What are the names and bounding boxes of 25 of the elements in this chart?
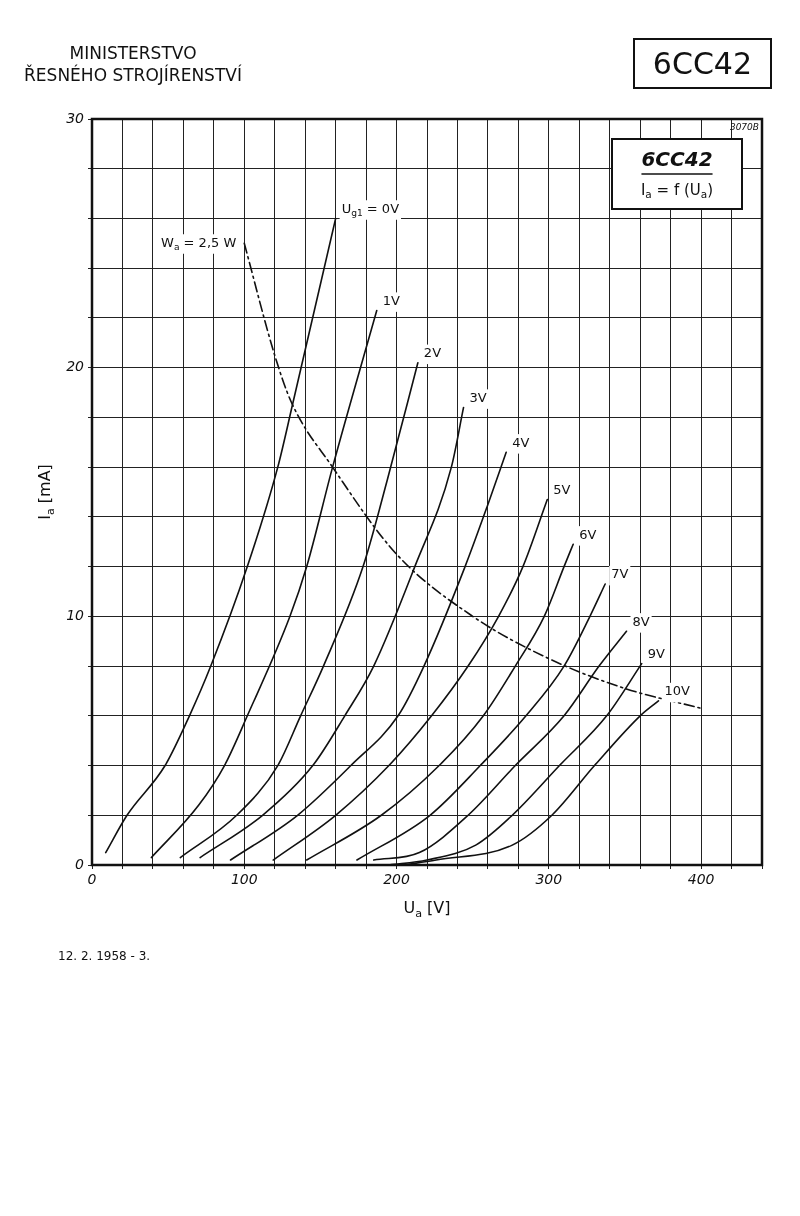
series-label: 8V [632,613,650,629]
series-label: 3V [469,389,487,405]
y-tick-label: 0 [75,855,85,872]
series-label: 10V [664,683,690,699]
text: ŘESNÉHO STROJÍRENSTVÍ [23,63,243,86]
y-tick-label: 30 [66,109,85,126]
chart-title: 6CC42 [652,46,752,81]
x-tick-label: 100 [230,870,258,887]
series-label: 5V [553,481,571,497]
text: 6CC42 [641,147,713,172]
series-label: 9V [647,645,665,661]
series-label: 4V [512,434,530,450]
series-label: 6V [579,526,597,542]
series-label: 1V [382,292,401,308]
y-tick-label: 10 [66,606,85,623]
series-label: 7V [611,566,629,582]
text: 12. 2. 1958 - 3. [57,949,152,963]
y-axis-title: Ia [mA] [35,464,57,520]
y-tick-label: 20 [66,358,85,375]
text: MINISTERSTVO [68,41,198,64]
x-tick-label: 0 [87,870,97,887]
x-tick-label: 400 [687,870,715,887]
series-label: 2V [423,345,442,361]
x-tick-label: 200 [383,870,410,887]
x-tick-label: 300 [535,870,563,887]
